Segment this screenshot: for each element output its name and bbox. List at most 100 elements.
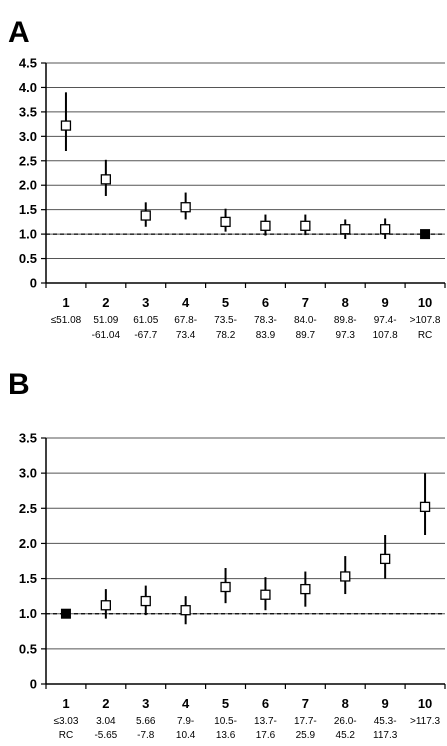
x-category-range: 45.3- [374,716,397,727]
panel-label-a: A [8,16,30,49]
x-category-range: 7.9- [177,716,194,727]
x-category-range: 97.4- [374,315,397,326]
y-tick-label: 2.0 [19,178,37,193]
data-point [220,216,231,228]
y-tick-label: 3.0 [19,466,37,481]
x-category-range-cont: 78.2 [216,330,236,341]
x-category-number: 9 [382,295,389,310]
reference-point [420,229,431,240]
x-category-range-cont: -5.65 [94,730,117,741]
x-category-number: 4 [182,295,190,310]
x-category-range: 51.09 [93,315,118,326]
data-point [300,220,311,231]
y-tick-label: 1.5 [19,202,37,217]
chart-a-plot: 0 0.5 1.0 1.5 2.0 2.5 3.0 3.5 4.0 4.5 1 ≤51.08 2 51.0… [19,56,446,341]
x-category-number: 9 [382,696,389,711]
x-category-range: >107.8 [410,315,441,326]
data-point [220,581,231,593]
y-tick-label: 1.5 [19,571,37,586]
x-category-number: 8 [342,295,349,310]
x-category-range: 10.5- [214,716,237,727]
x-category-range-cont: 17.6 [256,730,276,741]
x-category-number: 5 [222,696,229,711]
y-tick-label: 1.0 [19,227,37,242]
data-point [260,220,271,231]
x-category-number: 7 [302,696,309,711]
data-point [180,605,191,616]
x-category-range-cont: -7.8 [137,730,155,741]
x-category-range-cont: -61.04 [92,330,121,341]
data-point [419,501,431,513]
data-point [379,224,391,235]
data-point [300,583,311,595]
x-category-number: 10 [418,295,432,310]
x-category-range-cont: 10.4 [176,730,196,741]
y-tick-label: 0.5 [19,251,37,266]
x-category-range: 61.05 [133,315,158,326]
x-category-range-cont: 25.9 [296,730,316,741]
x-category-number: 3 [142,295,149,310]
data-point [180,202,191,213]
x-category-range: 13.7- [254,716,277,727]
x-category-range: 5.66 [136,716,156,727]
x-category-number: 4 [182,696,190,711]
y-tick-label: 2.0 [19,536,37,551]
x-category-number: 8 [342,696,349,711]
x-category-number: 3 [142,696,149,711]
x-category-range-cont: 97.3 [336,330,356,341]
panel-a: 0 0.5 1.0 1.5 2.0 2.5 3.0 3.5 4.0 4.5 1 ≤51.08 2 51.0… [0,0,447,368]
y-tick-label: 2.5 [19,501,37,516]
data-point [260,589,271,600]
y-tick-label: 0 [30,276,37,291]
y-tick-label: 2.5 [19,153,37,168]
y-tick-label: 4.5 [19,56,37,71]
data-point [100,600,111,611]
y-tick-label: 0.5 [19,641,37,656]
x-category-range: 26.0- [334,716,357,727]
x-category-range: ≤3.03 [53,716,78,727]
x-category-range: 89.8- [334,315,357,326]
x-category-range: 17.7- [294,716,317,727]
panel-label-b: B [8,368,30,401]
x-category-range: 84.0- [294,315,317,326]
x-category-number: 1 [62,696,69,711]
x-category-range-cont: 117.3 [373,730,398,741]
x-category-number: 5 [222,295,229,310]
x-category-number: 1 [62,295,69,310]
x-category-range: 67.8- [174,315,197,326]
x-category-number: 6 [262,295,269,310]
x-category-range-cont: 13.6 [216,730,236,741]
x-category-range: >117.3 [410,716,441,727]
data-point [340,224,351,235]
y-tick-label: 3.0 [19,129,37,144]
x-category-range: 78.3- [254,315,277,326]
data-point [140,595,151,607]
y-tick-label: 0 [30,677,37,692]
data-point [60,120,72,131]
y-tick-label: 4.0 [19,80,37,95]
x-category-range-cont: 45.2 [336,730,356,741]
chart-b-plot: 0 0.5 1.0 1.5 2.0 2.5 3.0 3.5 1 ≤3.03 RC 2 3.04 -5.65… [19,431,446,741]
data-point [140,210,151,221]
x-category-number: 7 [302,295,309,310]
y-tick-label: 3.5 [19,431,37,446]
x-category-number: 6 [262,696,269,711]
data-point [379,553,391,565]
panel-b: 0 0.5 1.0 1.5 2.0 2.5 3.0 3.5 1 ≤3.03 RC 2 3.04 -5.65… [0,368,447,746]
reference-point [60,608,71,619]
data-point [340,571,351,582]
x-category-range: 3.04 [96,716,116,727]
x-category-range: 73.5- [214,315,237,326]
x-category-range-cont: RC [59,730,73,741]
x-category-range: ≤51.08 [51,315,82,326]
x-category-range-cont: 107.8 [373,330,398,341]
x-category-range-cont: 73.4 [176,330,196,341]
x-category-range-cont: RC [418,330,432,341]
data-point [100,174,111,185]
y-tick-label: 1.0 [19,606,37,621]
y-tick-label: 3.5 [19,104,37,119]
x-category-range-cont: -67.7 [134,330,157,341]
x-category-number: 2 [102,295,109,310]
x-category-number: 10 [418,696,432,711]
x-category-range-cont: 83.9 [256,330,276,341]
